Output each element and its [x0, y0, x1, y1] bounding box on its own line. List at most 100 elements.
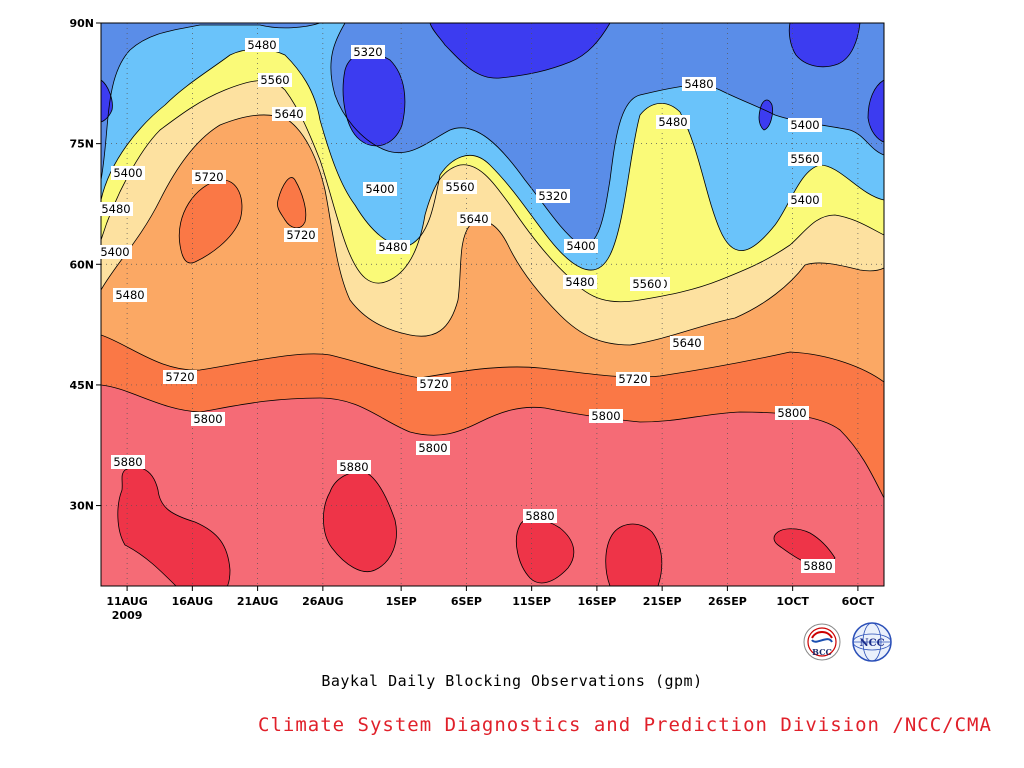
contour-label-box [443, 180, 477, 194]
contour-label-box [801, 559, 835, 573]
band-5800-5880 [101, 385, 884, 586]
contour-label: 5480 [115, 288, 144, 302]
contour-label-box [682, 77, 716, 91]
contour-label-box [284, 228, 318, 242]
contour-label-box [616, 372, 650, 386]
contour-label-box [337, 460, 371, 474]
contour-label: 5560 [445, 180, 474, 194]
contour-label-box [656, 115, 690, 129]
blob-5720-a [179, 179, 242, 264]
contour-label-box [99, 202, 133, 216]
contour-label: 5880 [339, 460, 368, 474]
contour-line-5640 [101, 114, 884, 346]
contour-line-5880 [117, 467, 836, 586]
contour-line-5720 [101, 177, 884, 383]
x-tick-label: 26AUG [302, 595, 343, 608]
contour-label-box [163, 370, 197, 384]
contour-label-box [258, 73, 292, 87]
contour-line-5320 [101, 23, 884, 147]
grid-layer [101, 23, 884, 586]
y-tick-label: 60N [69, 258, 94, 271]
y-tick-label: 45N [69, 379, 94, 392]
contour-label: 5720 [419, 377, 448, 391]
svg-text:NCC: NCC [859, 638, 884, 649]
y-tick-label: 30N [69, 500, 94, 513]
bcc-logo: BCC [803, 623, 841, 661]
contour-label: 5480 [565, 275, 594, 289]
contour-label: 5800 [193, 412, 222, 426]
x-tick-label: 1SEP [386, 595, 417, 608]
contour-label: 5880 [113, 455, 142, 469]
contour-label-box [589, 409, 623, 423]
contour-label: 5400 [790, 193, 819, 207]
x-tick-label: 16SEP [577, 595, 616, 608]
x-tick-label: 11AUG [106, 595, 147, 608]
contour-label: 5880 [803, 559, 832, 573]
x-tick-label: 6SEP [451, 595, 482, 608]
contour-label: 5640 [274, 107, 303, 121]
x-tick-label: 11SEP [512, 595, 551, 608]
chart-credit: Climate System Diagnostics and Predictio… [258, 714, 992, 736]
contour-label-box [113, 288, 147, 302]
contour-label: 5480 [658, 115, 687, 129]
contour-label-box [363, 182, 397, 196]
contour-label-box [111, 166, 145, 180]
x-tick-label: 21SEP [643, 595, 682, 608]
contour-label: 5400 [113, 166, 142, 180]
contour-label-box [416, 441, 450, 455]
contour-label: 5400 [365, 182, 394, 196]
y-tick-label: 75N [69, 138, 94, 151]
contour-label: 5720 [286, 228, 315, 242]
contour-label: 5480 [101, 202, 130, 216]
contour-label: 5400 [566, 239, 595, 253]
plot-frame [100, 22, 885, 587]
contour-label: 5400 [790, 118, 819, 132]
contour-label-box [417, 377, 451, 391]
contour-label: 5400 [100, 245, 129, 259]
contour-label: 5560 [260, 73, 289, 87]
contour-label: 5640 [459, 212, 488, 226]
blob-5320-a [343, 53, 405, 146]
contour-label-box [775, 406, 809, 420]
contour-label: 5320 [353, 45, 382, 59]
contour-line-5400 [101, 23, 884, 246]
x-tick-label: 1OCT [776, 595, 809, 608]
contour-label-box [111, 455, 145, 469]
blob-5320-d [101, 80, 113, 122]
contour-label: 5800 [777, 406, 806, 420]
ncc-logo: NCC [852, 622, 892, 662]
contour-label: 5720 [194, 170, 223, 184]
y-axis: 90N 75N 60N 45N 30N [69, 17, 101, 513]
blob-5320-e [759, 99, 773, 130]
contour-label-box [670, 336, 704, 350]
contour-line-5560 [101, 80, 884, 303]
contour-label: 5480 [247, 38, 276, 52]
x-tick-label: 21AUG [237, 595, 278, 608]
contour-label-box [536, 189, 570, 203]
contour-label-box [98, 245, 132, 259]
contour-label: 5800 [418, 441, 447, 455]
contour-label: 5560 [632, 277, 661, 291]
blob-5880-b [323, 471, 397, 572]
chart-title: Baykal Daily Blocking Observations (gpm) [321, 672, 703, 690]
contour-label: 5800 [591, 409, 620, 423]
blob-5880-d [605, 524, 662, 586]
contour-label-box [523, 509, 557, 523]
blob-5880-c [516, 518, 574, 583]
contour-label-box [630, 277, 664, 291]
contour-label-box [192, 170, 226, 184]
contour-label-box [245, 38, 279, 52]
contour-label-box [457, 212, 491, 226]
contour-label: 5640 [672, 336, 701, 350]
contour-label: 5720 [618, 372, 647, 386]
x-year-label: 2009 [112, 609, 143, 622]
contour-label-box [191, 412, 225, 426]
svg-text:BCC: BCC [812, 647, 832, 657]
contour-labels: 5480 5320 5560 5400 5640 5480 5400 5720 5720 5400… [98, 38, 835, 573]
contour-label-box [376, 240, 410, 254]
blob-5320-c [789, 23, 860, 67]
contour-label: 5560 [790, 152, 819, 166]
blob-5880-a [117, 467, 230, 586]
